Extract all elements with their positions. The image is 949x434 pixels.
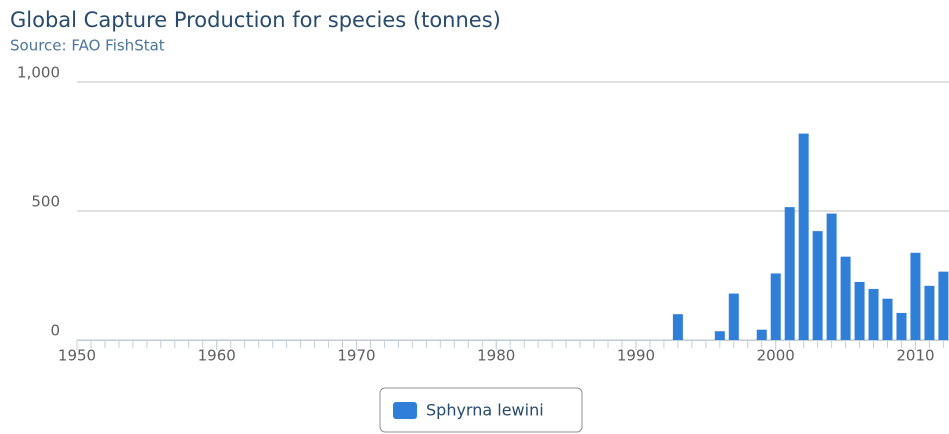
bar (770, 273, 781, 340)
bar (854, 281, 865, 340)
bar (672, 314, 683, 340)
x-tick-label: 1980 (477, 347, 515, 365)
x-tick-label: 1990 (617, 347, 655, 365)
x-tick-label: 1960 (198, 347, 236, 365)
chart-subtitle: Source: FAO FishStat (10, 37, 165, 55)
legend-box (379, 387, 583, 433)
bar (756, 329, 767, 340)
y-tick-label: 1,000 (17, 64, 60, 82)
bar (896, 312, 907, 340)
bar (938, 271, 949, 340)
y-tick-label: 500 (31, 193, 60, 211)
legend-swatch (393, 402, 417, 419)
bar (910, 252, 921, 340)
legend-label[interactable]: Sphyrna lewini (426, 401, 544, 420)
x-tick-label: 2000 (757, 347, 795, 365)
bar (798, 133, 809, 340)
bar (924, 285, 935, 340)
bar (784, 207, 795, 340)
bar (812, 231, 823, 340)
bar (826, 213, 837, 340)
x-tick-label: 1970 (337, 347, 375, 365)
y-tick-label: 0 (50, 322, 60, 340)
bar (882, 298, 893, 340)
legend[interactable]: Sphyrna lewini (379, 387, 583, 433)
bar (868, 288, 879, 340)
bar (714, 331, 725, 340)
x-tick-label: 2010 (896, 347, 934, 365)
bar (728, 293, 739, 340)
chart-title: Global Capture Production for species (t… (10, 8, 501, 32)
x-tick-label: 1950 (58, 347, 96, 365)
bar (840, 256, 851, 340)
